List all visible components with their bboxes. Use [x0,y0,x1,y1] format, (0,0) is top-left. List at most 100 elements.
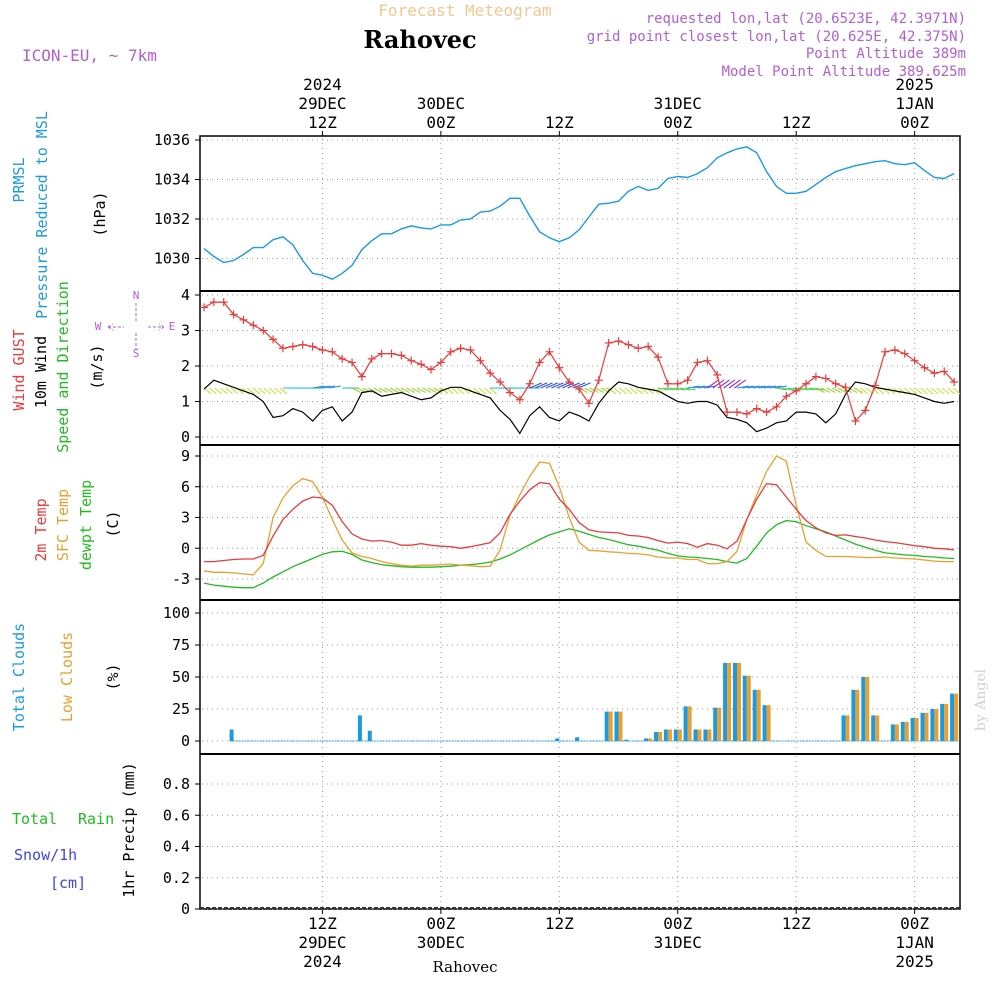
y-tick-label: 0.4 [163,838,190,856]
total-cloud-bar [555,738,560,741]
wind-direction-arrow [556,382,570,389]
gust-marker [298,340,307,349]
grid-dots [202,138,958,910]
wind-direction-arrow [578,382,591,389]
gust-marker [575,385,584,394]
wind-direction-arrow [279,387,288,395]
wind-direction-arrow [753,385,766,389]
wind-direction-arrow [693,385,705,389]
gust-marker [831,379,840,388]
low-cloud-bar [954,693,959,741]
wind-direction-arrow [219,387,228,395]
wind-direction-arrow [257,387,266,395]
c-unit-label: (C) [104,510,122,537]
wind-direction-arrow [747,385,760,389]
clouds-panel: Total Clouds Low Clouds (%) 0 25 50 75 100 [10,604,959,750]
gust-marker [723,408,732,417]
wind-direction-arrow [317,385,330,389]
gust-marker [861,406,870,415]
wind-speed-line [203,379,955,435]
gust-marker [555,363,564,372]
bottom-axis-label: 2024 [303,952,342,971]
total-cloud-bar [357,715,362,741]
total-cloud-bar [890,724,895,741]
bottom-axis-label: 2025 [895,952,934,971]
gust-marker [920,363,929,372]
wind-direction-arrow [440,387,449,395]
y-tick-label: 0.6 [163,806,190,824]
chart-title: Forecast Meteogram [378,1,551,20]
top-axis-label: 29DEC [298,94,346,113]
wind-direction-arrow [947,387,955,395]
low-cloud-bar [875,715,880,741]
wind-direction-arrow [230,387,239,395]
bottom-axis-label: 00Z [663,914,692,933]
low-cloud-bar [707,729,712,741]
gust-marker [673,379,682,388]
gust-marker [209,298,218,307]
y-tick-label: 2 [181,357,190,375]
requested-coords: requested lon,lat (20.6523E, 42.3971N) [646,11,966,27]
wind-direction-arrow [608,387,616,395]
wind-direction-arrow [456,387,465,395]
snow-unit-label: [cm] [50,874,86,892]
low-cloud-bar [717,707,722,741]
precip-unit-label: 1hr Precip (mm) [120,762,138,897]
prmsl-label: PRMSL [10,157,28,202]
total-cloud-bar [703,729,708,741]
gust-marker [663,379,672,388]
wind-direction-arrow [209,387,217,395]
wind-direction-arrow [936,387,945,395]
gust-marker [525,379,534,388]
total-cloud-bar [693,729,698,741]
gust-marker [693,358,702,367]
pressure-series-line [203,146,955,280]
wind-direction-arrow [312,385,325,389]
location-name: Rahovec [363,25,476,54]
wind-direction-arrow [734,379,747,389]
bottom-axis-label: 12Z [782,914,811,933]
gust-marker [792,386,801,395]
wind-direction-arrow [668,387,680,391]
wind-direction-arrow [903,387,912,395]
y-tick-label: 6 [181,478,190,496]
wind-direction-arrow [776,387,788,391]
gust-marker [565,377,574,386]
wind-direction-arrow [268,387,277,395]
gridpoint-coords: grid point closest lon,lat (20.625E, 42.… [587,29,966,45]
gust-marker [219,298,228,307]
gust-marker [367,354,376,363]
top-axis-label: 12Z [545,113,574,132]
clouds-y-ticks: 0 25 50 75 100 [163,604,200,750]
total-cloud-bar [644,738,649,741]
gust-marker [387,349,396,358]
wind-direction-arrow [837,387,847,393]
compass-n: N [133,289,140,302]
wind-direction-arrow [876,387,885,395]
top-axis-label: 00Z [900,113,929,132]
wind-y-ticks: 0 1 2 3 4 [181,286,200,446]
low-cloud-bar [737,662,741,741]
point-altitude: Point Altitude 389m [806,46,966,62]
gust-marker [871,381,880,390]
total-cloud-bar [752,689,757,741]
compass-w: W [95,320,102,333]
y-tick-label: 50 [172,668,190,686]
temperature-y-ticks: -3 0 3 6 9 [172,447,200,588]
y-tick-label: 0 [181,900,190,918]
wind-direction-arrow [657,387,669,391]
gust-marker [338,354,347,363]
precip-y-ticks: 0 0.2 0.4 0.6 0.8 [163,775,200,918]
top-axis-label: 30DEC [417,94,465,113]
gust-marker [703,356,712,365]
gust-marker [328,347,337,356]
wind-direction-arrow [703,385,716,389]
gust-marker [318,346,327,355]
gust-marker [940,367,949,376]
temperature-panel: 2m Temp SFC Temp dewpt Temp (C) -3 0 3 6 9 [32,447,955,589]
wind-direction-arrow [821,387,831,393]
total-cloud-bar [871,715,876,741]
wind-direction-arrow [489,387,497,395]
total-cloud-bar [920,712,925,741]
